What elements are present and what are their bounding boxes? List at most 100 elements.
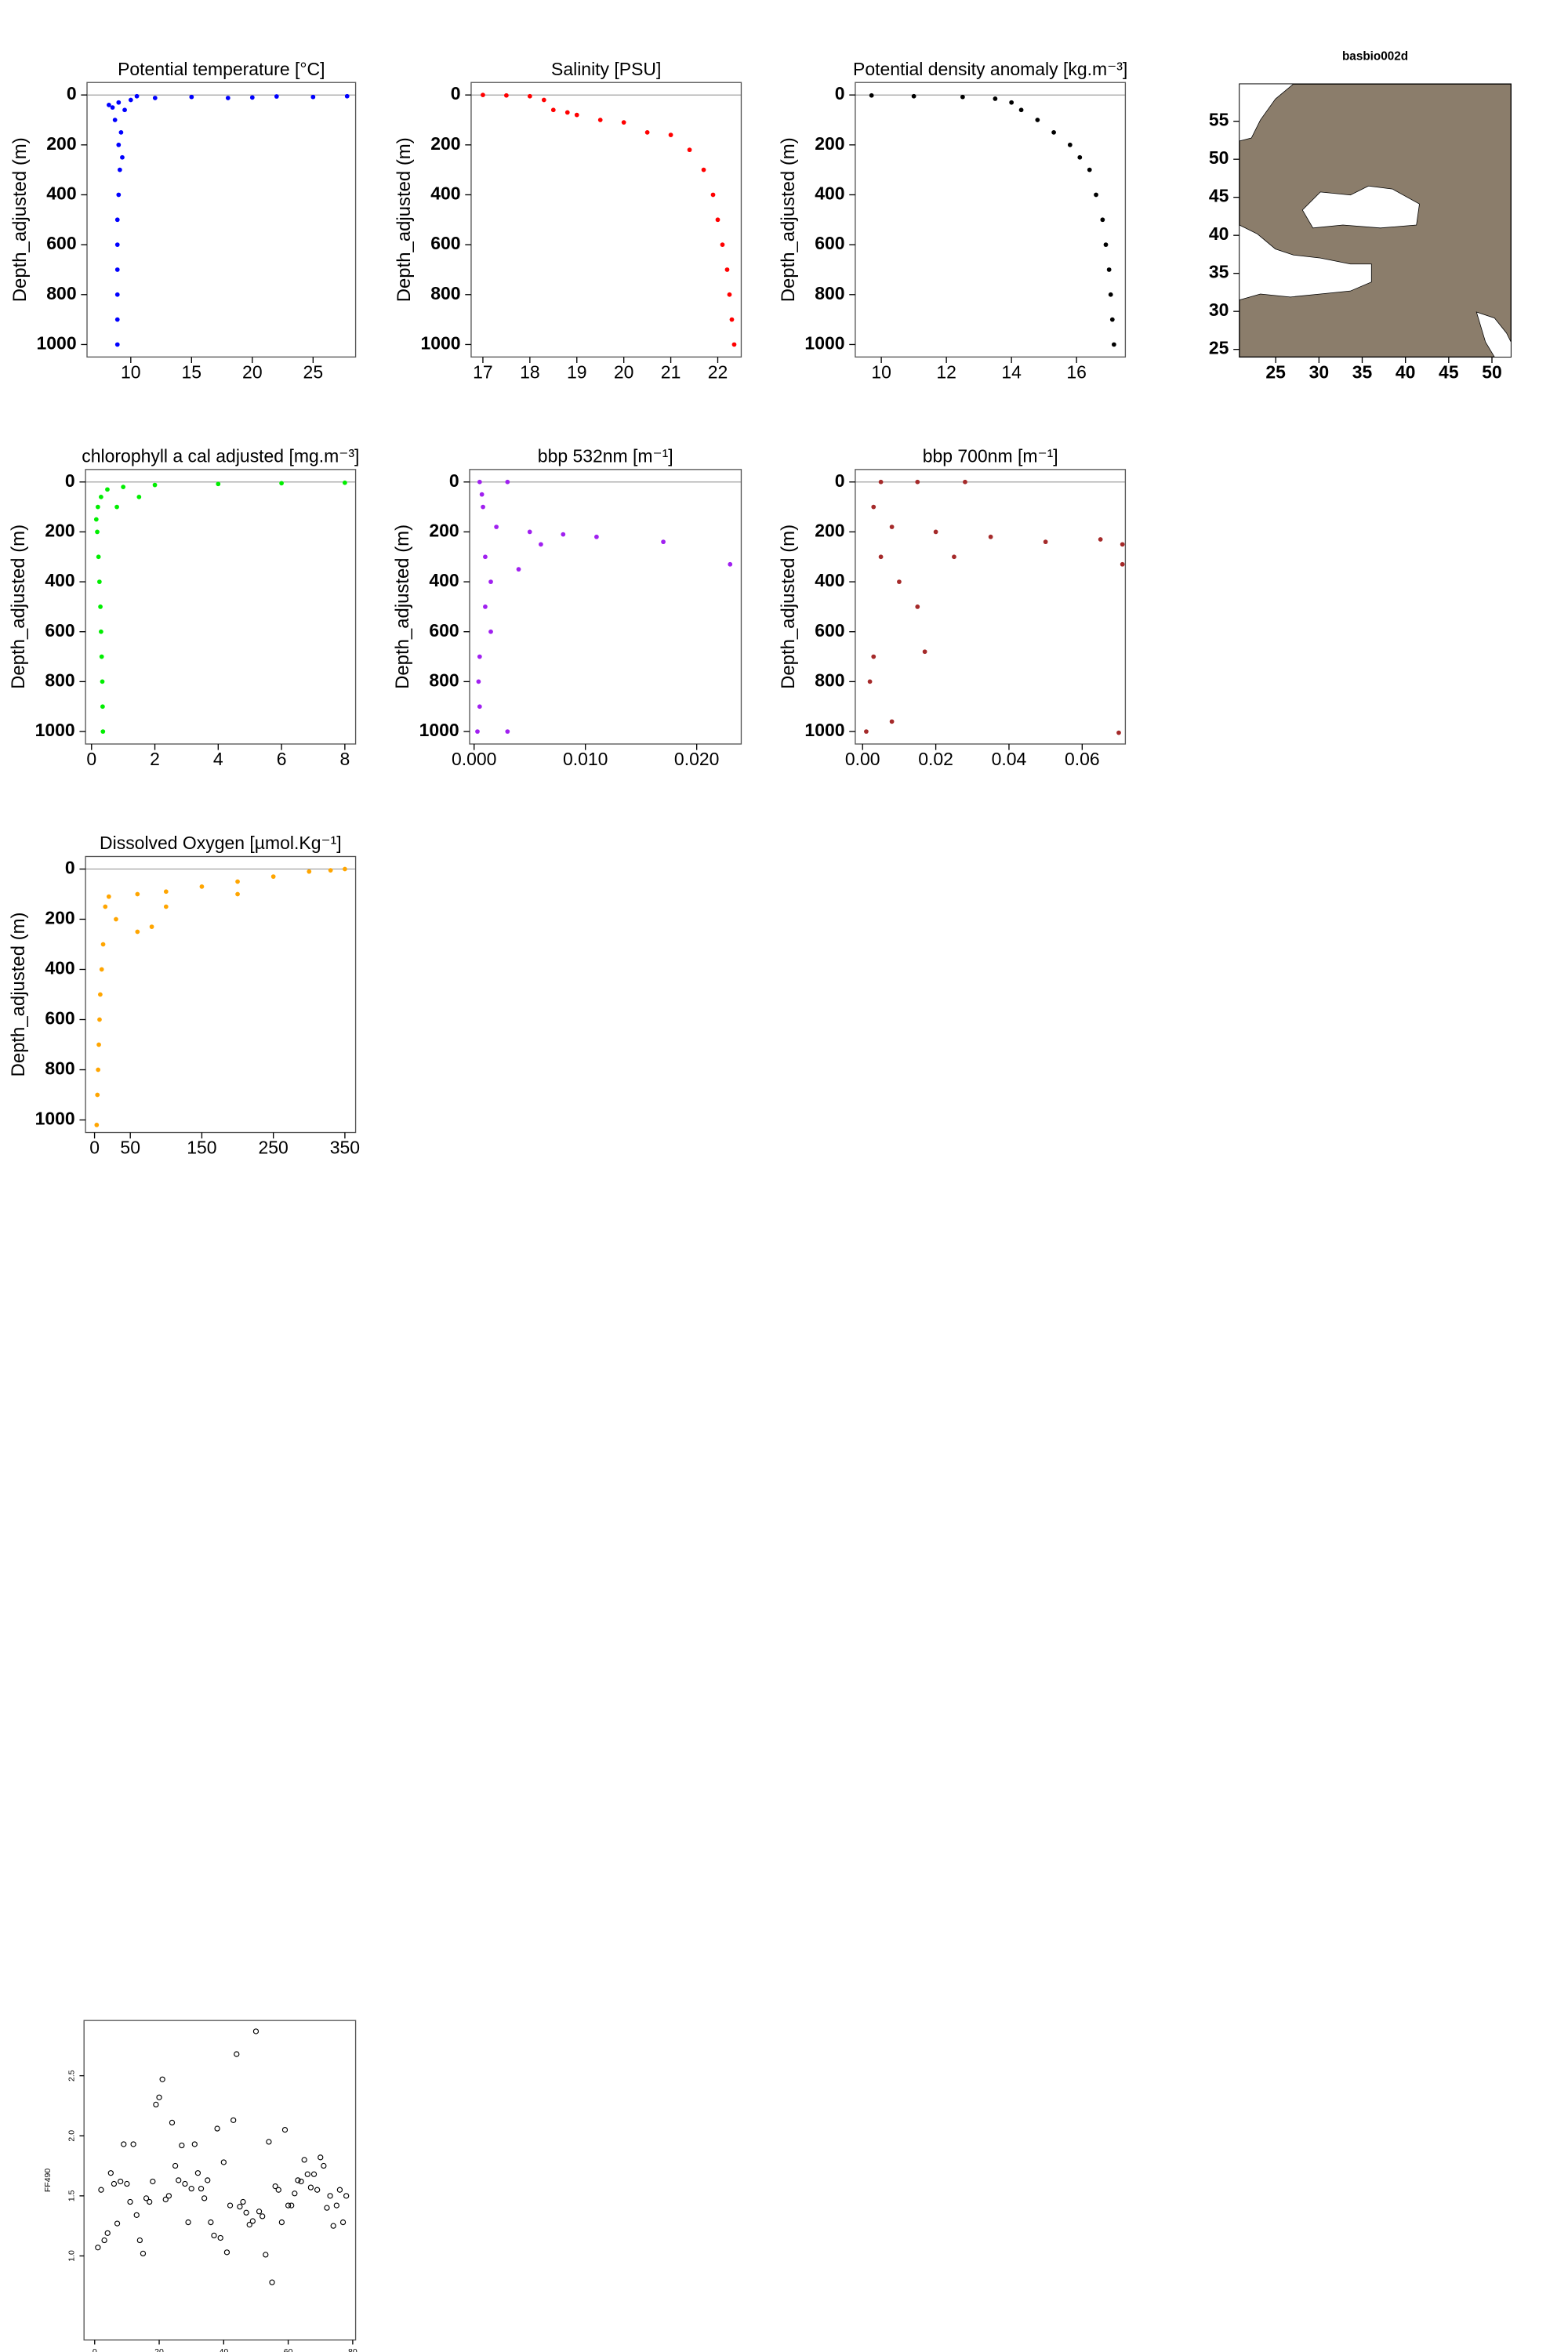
point	[687, 147, 692, 153]
point	[1116, 730, 1121, 735]
point	[1098, 537, 1103, 542]
plot-frame	[469, 469, 742, 745]
x-tick-label: 0.00	[845, 749, 880, 769]
y-tick-label: 40	[1209, 223, 1229, 244]
y-axis-label: FF490	[43, 2169, 53, 2193]
point	[278, 2219, 285, 2226]
point	[98, 2187, 104, 2193]
y-tick-label: 400	[45, 570, 74, 590]
y-axis-label: Depth_adjusted (m)	[778, 524, 799, 689]
x-tick-label: 22	[708, 361, 728, 382]
plot-frame	[85, 469, 357, 745]
point	[114, 217, 120, 223]
y-tick-label: 1000	[419, 720, 459, 740]
point	[292, 2190, 298, 2197]
point	[159, 2076, 165, 2082]
point	[279, 481, 284, 486]
point	[179, 2142, 185, 2149]
point	[225, 96, 230, 100]
point	[298, 2178, 304, 2185]
y-tick-label: 400	[45, 958, 74, 978]
point	[1043, 539, 1048, 545]
point	[541, 97, 546, 103]
y-axis-label: Depth_adjusted (m)	[9, 137, 31, 302]
point	[198, 2186, 205, 2192]
chart-title: chlorophyll a cal adjusted [mg.m⁻³]	[82, 446, 359, 466]
y-axis-label: Depth_adjusted (m)	[392, 524, 413, 689]
point	[527, 93, 532, 99]
y-tick-label: 200	[430, 133, 460, 154]
y-tick-label: 1000	[420, 333, 460, 354]
y-tick-label: 600	[429, 620, 459, 641]
point	[477, 479, 482, 485]
x-tick-label: 10	[871, 361, 891, 382]
x-tick-label: 15	[182, 361, 202, 382]
point	[481, 93, 485, 98]
point	[1112, 342, 1116, 347]
point	[1103, 242, 1109, 247]
map-water	[1239, 84, 1512, 358]
y-tick-label: 400	[46, 183, 76, 204]
x-tick-label: 60	[284, 2347, 293, 2352]
y-tick-label: 1000	[35, 720, 75, 740]
x-tick-label: 20	[614, 361, 634, 382]
point	[133, 2212, 140, 2218]
point	[95, 1092, 100, 1098]
point	[117, 167, 122, 172]
y-axis-label: Depth_adjusted (m)	[394, 137, 415, 302]
point	[488, 579, 493, 584]
x-tick-label: 25	[303, 361, 324, 382]
point	[1051, 130, 1056, 135]
y-tick-label: 0	[835, 83, 845, 103]
point	[208, 2219, 214, 2226]
point	[205, 2177, 211, 2183]
point	[96, 1042, 101, 1047]
y-axis-label: Depth_adjusted (m)	[778, 137, 799, 302]
point	[911, 93, 916, 99]
point	[96, 554, 101, 560]
point	[263, 2252, 269, 2258]
x-tick-label: 12	[936, 361, 956, 382]
x-tick-label: 40	[219, 2347, 228, 2352]
point	[163, 904, 169, 909]
point	[201, 2195, 208, 2201]
point	[488, 629, 493, 634]
point	[597, 118, 603, 122]
point	[304, 2171, 310, 2177]
point	[134, 93, 140, 99]
point	[1087, 167, 1092, 172]
point	[307, 869, 312, 874]
y-tick-label: 400	[429, 570, 459, 590]
y-tick-label: 200	[429, 520, 459, 540]
plot-frame	[1239, 83, 1512, 358]
point	[594, 534, 599, 539]
plot-frame	[83, 2020, 357, 2341]
point	[105, 487, 110, 492]
chart-title: Potential density anomaly [kg.m⁻³]	[853, 59, 1127, 79]
point	[185, 2219, 191, 2226]
point	[342, 480, 347, 485]
y-tick-label: 600	[45, 1008, 74, 1029]
point	[110, 105, 115, 110]
x-tick-label: 0	[86, 749, 96, 769]
point	[479, 492, 485, 497]
point	[729, 317, 735, 322]
point	[111, 2180, 118, 2187]
point	[310, 94, 316, 100]
point	[130, 2141, 136, 2147]
point	[274, 94, 279, 99]
point	[550, 107, 556, 113]
y-tick-label: 600	[815, 620, 844, 641]
point	[731, 342, 737, 347]
point	[281, 2126, 289, 2133]
point	[114, 916, 118, 922]
point	[897, 579, 902, 584]
point	[96, 1067, 101, 1073]
point	[644, 130, 650, 135]
point	[106, 894, 111, 899]
point	[516, 567, 521, 572]
point	[188, 2186, 194, 2192]
point	[149, 924, 154, 929]
y-tick-label: 800	[46, 283, 76, 303]
